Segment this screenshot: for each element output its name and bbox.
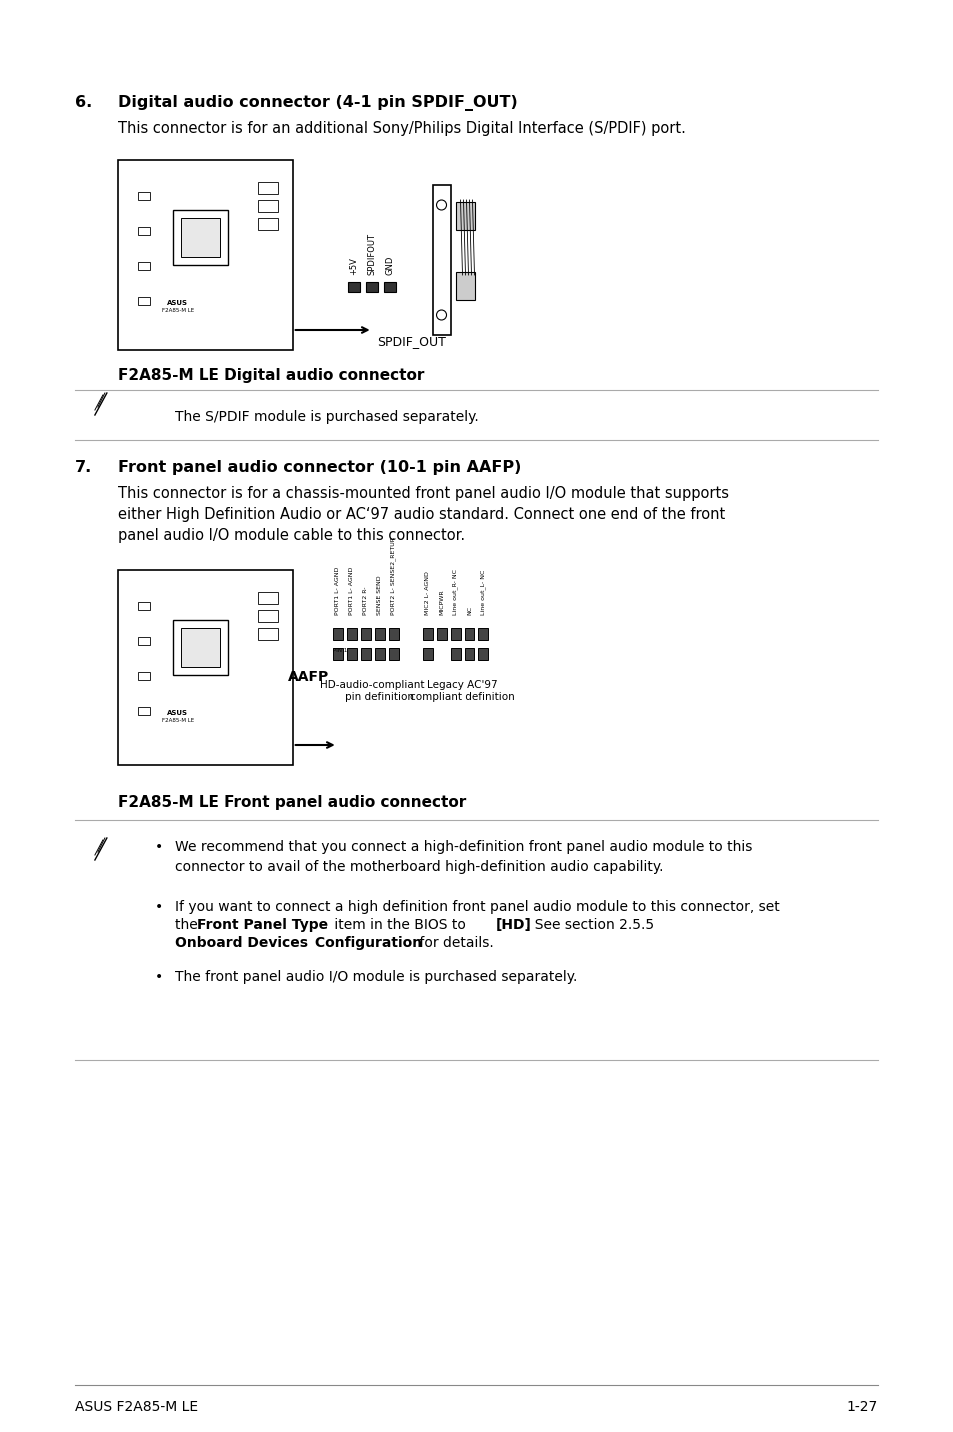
Bar — [450, 629, 460, 640]
Text: This connector is for an additional Sony/Philips Digital Interface (S/PDIF) port: This connector is for an additional Sony… — [118, 120, 685, 136]
Bar — [137, 262, 150, 271]
Text: F2A85-M LE: F2A85-M LE — [162, 308, 193, 314]
Text: MIC2 L- AGND: MIC2 L- AGND — [425, 571, 430, 614]
Bar — [436, 629, 446, 640]
Bar — [375, 649, 384, 660]
Bar — [137, 192, 150, 200]
Bar — [455, 272, 475, 299]
Text: ASUS F2A85-M LE: ASUS F2A85-M LE — [75, 1400, 198, 1413]
Bar — [422, 649, 432, 660]
Bar — [137, 637, 150, 644]
Text: AAFP: AAFP — [288, 670, 329, 684]
Bar — [365, 282, 377, 292]
Text: The front panel audio I/O module is purchased separately.: The front panel audio I/O module is purc… — [174, 969, 577, 984]
Text: 7.: 7. — [75, 460, 92, 475]
Bar — [375, 629, 384, 640]
Bar — [137, 296, 150, 305]
Text: Digital audio connector (4-1 pin SPDIF_OUT): Digital audio connector (4-1 pin SPDIF_O… — [118, 95, 517, 112]
Text: PORT1 L- AGND: PORT1 L- AGND — [335, 567, 340, 614]
Bar — [257, 182, 277, 193]
Bar — [137, 707, 150, 715]
Text: Onboard Devices: Onboard Devices — [174, 937, 308, 949]
Text: Front Panel Type: Front Panel Type — [196, 918, 328, 932]
Text: SENSE SEND: SENSE SEND — [376, 576, 382, 614]
Bar — [478, 649, 488, 660]
Text: F2A85-M LE: F2A85-M LE — [162, 717, 193, 723]
Text: ASUS: ASUS — [167, 299, 188, 306]
Text: the: the — [174, 918, 202, 932]
Bar — [137, 672, 150, 680]
Text: Legacy AC'97
compliant definition: Legacy AC'97 compliant definition — [410, 680, 515, 702]
Bar — [432, 185, 450, 335]
Bar — [257, 629, 277, 640]
Bar — [360, 649, 370, 660]
Text: •: • — [154, 841, 163, 853]
Bar — [464, 629, 474, 640]
Bar — [257, 610, 277, 621]
Bar — [257, 200, 277, 212]
Circle shape — [436, 309, 446, 319]
Bar — [383, 282, 395, 292]
Text: •: • — [154, 899, 163, 914]
Text: PORT2 L- SENSE2_RETUR: PORT2 L- SENSE2_RETUR — [391, 537, 396, 614]
Bar — [257, 591, 277, 604]
Bar — [347, 282, 359, 292]
Text: NC: NC — [467, 606, 472, 614]
Text: item in the BIOS to: item in the BIOS to — [330, 918, 470, 932]
Bar — [137, 228, 150, 235]
Text: 1-27: 1-27 — [846, 1400, 877, 1413]
Bar — [478, 629, 488, 640]
Text: . See section 2.5.5: . See section 2.5.5 — [526, 918, 659, 932]
Bar — [388, 629, 398, 640]
Bar — [172, 620, 228, 674]
Text: If you want to connect a high definition front panel audio module to this connec: If you want to connect a high definition… — [174, 899, 779, 934]
Bar — [181, 218, 219, 256]
Bar — [360, 629, 370, 640]
Text: F2A85-M LE Digital audio connector: F2A85-M LE Digital audio connector — [118, 368, 424, 382]
Bar — [181, 629, 219, 667]
Text: SPDIF_OUT: SPDIF_OUT — [377, 335, 446, 348]
Text: The S/PDIF module is purchased separately.: The S/PDIF module is purchased separatel… — [174, 410, 478, 424]
Text: HD-audio-compliant
    pin definition: HD-audio-compliant pin definition — [320, 680, 424, 702]
Text: [HD]: [HD] — [495, 918, 531, 932]
Text: This connector is for a chassis-mounted front panel audio I/O module that suppor: This connector is for a chassis-mounted … — [118, 485, 728, 543]
Text: MICPWR: MICPWR — [438, 590, 443, 614]
Bar — [333, 649, 342, 660]
Bar — [172, 211, 228, 265]
Text: We recommend that you connect a high-definition front panel audio module to this: We recommend that you connect a high-def… — [174, 841, 751, 874]
Text: +5V: +5V — [349, 258, 357, 275]
Text: F2A85-M LE Front panel audio connector: F2A85-M LE Front panel audio connector — [118, 795, 466, 811]
Bar — [118, 570, 293, 765]
Bar — [450, 649, 460, 660]
Bar — [422, 629, 432, 640]
Bar — [346, 649, 356, 660]
Text: for details.: for details. — [415, 937, 493, 949]
Text: ASUS: ASUS — [167, 710, 188, 716]
Bar — [455, 202, 475, 231]
Text: PORT2 R-: PORT2 R- — [363, 587, 368, 614]
Bar — [346, 629, 356, 640]
Text: PORT1 L- AGND: PORT1 L- AGND — [349, 567, 354, 614]
Text: SPDIFOUT: SPDIFOUT — [367, 233, 375, 275]
Text: Configuration: Configuration — [310, 937, 421, 949]
Bar — [118, 160, 293, 349]
Text: GND: GND — [385, 256, 394, 275]
Text: 6.: 6. — [75, 95, 92, 110]
Text: Line out_R- NC: Line out_R- NC — [452, 569, 457, 614]
Text: PIN 1: PIN 1 — [333, 649, 347, 653]
Circle shape — [436, 200, 446, 211]
Bar — [257, 218, 277, 231]
Bar — [464, 649, 474, 660]
Bar — [137, 601, 150, 610]
Bar — [388, 649, 398, 660]
Bar — [333, 629, 342, 640]
Text: •: • — [154, 969, 163, 984]
Text: Front panel audio connector (10-1 pin AAFP): Front panel audio connector (10-1 pin AA… — [118, 460, 520, 475]
Text: Line out_L- NC: Line out_L- NC — [480, 570, 486, 614]
